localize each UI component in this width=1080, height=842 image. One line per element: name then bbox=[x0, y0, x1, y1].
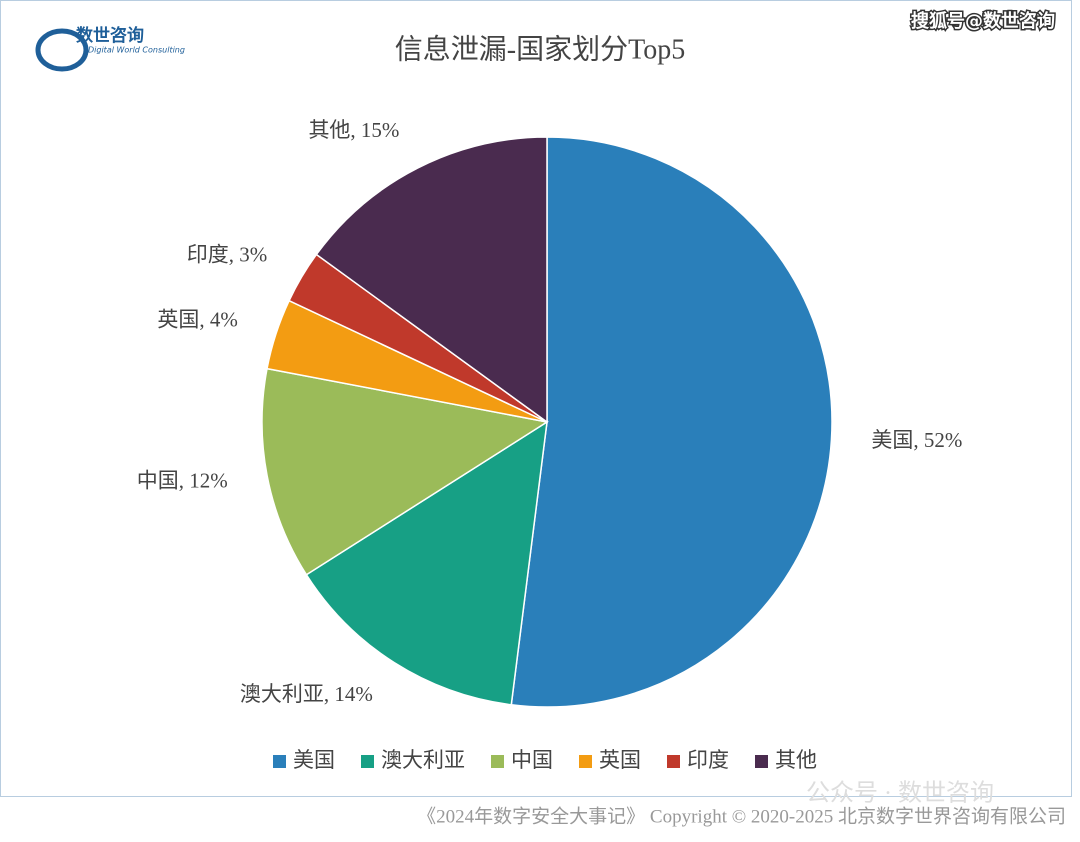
pie-slice bbox=[305, 420, 548, 706]
data-label: 英国, 4% bbox=[157, 307, 238, 331]
data-label: 印度, 3% bbox=[187, 242, 268, 266]
pie-slice bbox=[510, 136, 833, 708]
legend-label: 英国 bbox=[599, 748, 641, 772]
legend-label: 美国 bbox=[293, 748, 335, 772]
logo: 数世咨询 Digital World Consulting bbox=[35, 25, 185, 72]
legend-label: 中国 bbox=[511, 748, 553, 772]
legend-swatch bbox=[755, 755, 768, 768]
footer: 《2024年数字安全大事记》 Copyright © 2020-2025 北京数… bbox=[417, 805, 1066, 827]
pie-slice bbox=[261, 367, 550, 576]
logo-name: 数世咨询 bbox=[76, 25, 144, 46]
legend-swatch bbox=[361, 755, 374, 768]
legend-label: 其他 bbox=[775, 748, 817, 772]
data-label: 澳大利亚, 14% bbox=[240, 682, 373, 706]
chart-title: 信息泄漏-国家划分Top5 bbox=[395, 33, 685, 65]
source-tag: 搜狐号@数世咨询 bbox=[911, 10, 1055, 32]
legend-swatch bbox=[579, 755, 592, 768]
legend-label: 澳大利亚 bbox=[381, 748, 465, 772]
legend-swatch bbox=[491, 755, 504, 768]
legend-swatch bbox=[273, 755, 286, 768]
logo-subtitle: Digital World Consulting bbox=[88, 46, 185, 55]
legend-label: 印度 bbox=[687, 748, 729, 772]
data-label: 中国, 12% bbox=[137, 469, 228, 493]
logo-mark bbox=[35, 28, 89, 72]
legend: 美国 澳大利亚 中国 英国 印度 其他 bbox=[273, 748, 817, 772]
legend-swatch bbox=[667, 755, 680, 768]
pie-slice bbox=[315, 136, 548, 424]
watermark: 公众号 · 数世咨询 bbox=[806, 780, 994, 807]
data-label: 其他, 15% bbox=[308, 118, 399, 142]
data-label: 美国, 52% bbox=[871, 428, 962, 452]
